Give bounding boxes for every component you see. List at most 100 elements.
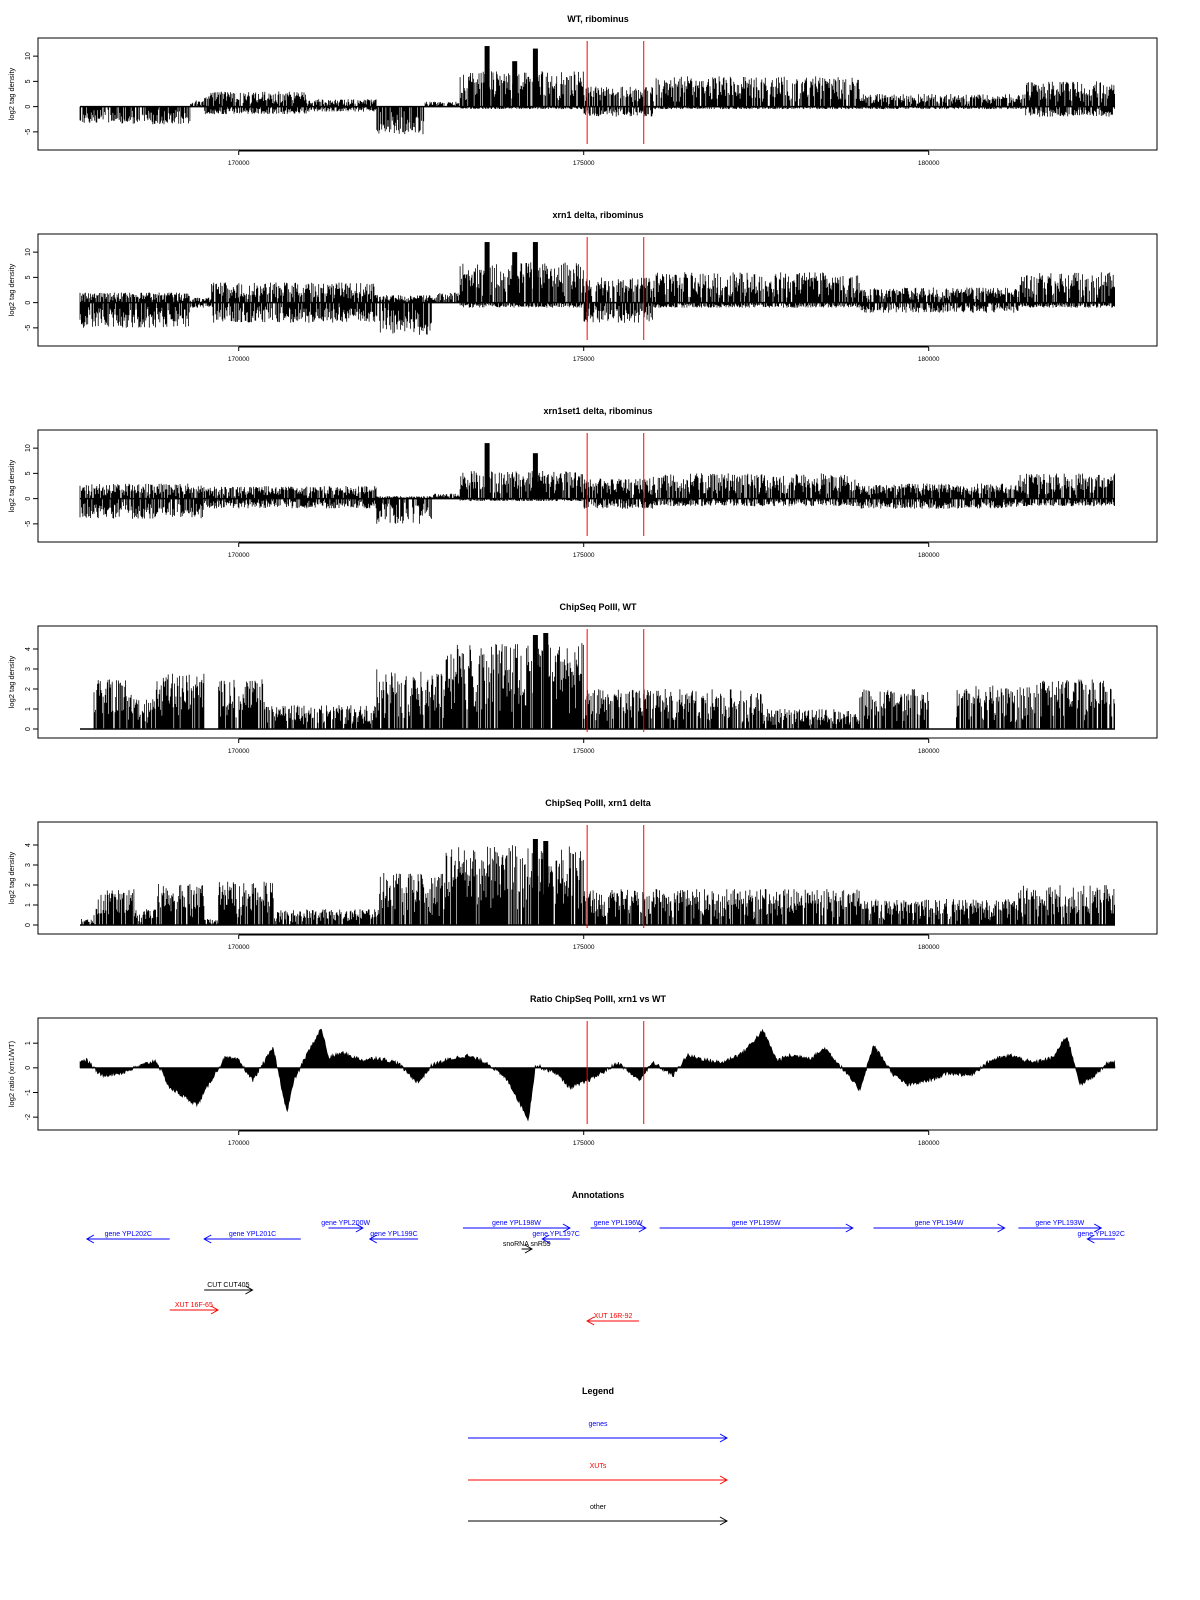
chart-title: WT, ribominus [567,14,629,24]
signal-peak [543,633,549,729]
feature-arrow-head [1093,1223,1103,1233]
signal-bars [81,845,1115,925]
y-tick-label: 0 [25,497,32,501]
y-axis-label: log2 tag density [7,851,16,904]
annotation-feature: CUT CUT405 [204,1282,254,1295]
y-axis-label: log2 tag density [7,67,16,120]
y-tick-label: -5 [25,325,32,331]
feature-label: gene YPL201C [229,1231,276,1238]
feature-label: XUT 16F-65 [175,1302,213,1309]
x-tick-label: 180000 [918,944,940,951]
x-tick-label: 175000 [573,356,595,363]
feature-label: gene YPL193W [1035,1220,1084,1227]
y-tick-label: 10 [25,248,32,256]
annotation-feature: gene YPL197C [532,1231,580,1244]
y-tick-label: 4 [25,647,32,651]
signal-peak [512,61,518,107]
feature-arrow-head [85,1234,95,1244]
y-tick-label: 3 [25,863,32,867]
x-tick-label: 170000 [228,944,250,951]
signal-peak [532,839,538,925]
y-tick-label: 2 [25,883,32,887]
plot-frame [37,429,1158,543]
chart-panel-5: ChipSeq PolII, xrn1 delta 0 1 2 3 4 log2 tag d… [7,798,1158,951]
signal-peak [532,48,538,107]
chart-title: xrn1set1 delta, ribominus [543,406,652,416]
signal-bars [79,471,1115,524]
chart-panel-2: xrn1 delta, ribominus -5 0 5 10 log2 tag dens… [7,210,1158,363]
signal-bars [79,71,1115,135]
feature-arrow-head [210,1305,220,1315]
legend-item: XUTs [468,1463,729,1485]
y-tick-label: 2 [25,687,32,691]
legend-title: Legend [582,1386,614,1396]
annotation-feature: XUT 16R-92 [586,1313,639,1326]
legend-label: XUTs [590,1463,607,1470]
annotation-feature: gene YPL192C [1078,1231,1125,1244]
x-tick-label: 170000 [228,552,250,559]
chart-title: Ratio ChipSeq PolII, xrn1 vs WT [530,994,667,1004]
x-tick-label: 170000 [228,356,250,363]
y-tick-label: 0 [25,923,32,927]
annotation-feature: snoRNA snR59 [503,1241,551,1254]
legend-label: genes [588,1421,608,1428]
x-tick-label: 170000 [228,1140,250,1147]
legend-arrow-head [719,1475,729,1485]
feature-label: gene YPL199C [370,1231,417,1238]
chart-title: xrn1 delta, ribominus [552,210,643,220]
data-marks [79,443,1115,524]
y-tick-label: 0 [25,301,32,305]
y-tick-label: 5 [25,79,32,83]
feature-arrow-head [245,1285,254,1295]
annotations-title: Annotations [572,1190,625,1200]
feature-label: gene YPL195W [732,1220,781,1227]
feature-arrow-head [638,1223,647,1233]
feature-label: gene YPL198W [492,1220,541,1227]
plot-frame [37,37,1158,151]
x-tick-label: 170000 [228,160,250,167]
data-marks [79,242,1115,335]
y-tick-label: -5 [25,521,32,527]
annotation-feature: gene YPL199C [368,1231,419,1244]
feature-label: snoRNA snR59 [503,1241,551,1248]
legend-arrow-head [719,1516,729,1526]
signal-peak [543,841,549,925]
y-tick-label: 1 [25,903,32,907]
signal-peak [532,242,538,303]
feature-label: gene YPL194W [915,1220,964,1227]
feature-arrow-head [203,1234,212,1244]
legend-item: genes [468,1421,729,1443]
signal-peak [484,242,490,303]
annotation-feature: gene YPL200W [321,1220,370,1233]
data-marks [79,1028,1116,1122]
x-tick-label: 180000 [918,748,940,755]
feature-arrow-head [562,1223,571,1233]
feature-arrow-head [541,1234,550,1244]
feature-arrow-head [355,1223,364,1233]
legend-arrow-head [719,1433,729,1443]
feature-arrow-head [368,1234,378,1244]
signal-bars [79,262,1115,335]
y-tick-label: 0 [25,727,32,731]
annotations-panel: Annotations gene YPL202C gene YPL201C gene … [85,1190,1125,1326]
annotation-feature: gene YPL198W [462,1220,571,1233]
y-tick-label: -1 [25,1089,32,1095]
y-tick-label: -2 [25,1114,32,1120]
annotation-feature: gene YPL196W [590,1220,647,1233]
feature-label: XUT 16R-92 [594,1313,633,1320]
signal-peak [512,252,518,303]
chart-title: ChipSeq PolII, xrn1 delta [545,798,652,808]
y-tick-label: 5 [25,471,32,475]
y-axis-label: log2 tag density [7,263,16,316]
y-tick-label: 4 [25,843,32,847]
x-tick-label: 180000 [918,356,940,363]
chart-panel-4: ChipSeq PolII, WT 0 1 2 3 4 log2 tag density 17… [7,602,1158,755]
y-tick-label: -5 [25,129,32,135]
signal-peak [532,453,538,499]
feature-label: CUT CUT405 [207,1282,249,1289]
annotation-feature: XUT 16F-65 [169,1302,220,1315]
legend-item: other [468,1504,729,1526]
chart-panel-6: Ratio ChipSeq PolII, xrn1 vs WT -2 -1 0 1 log… [7,994,1158,1147]
